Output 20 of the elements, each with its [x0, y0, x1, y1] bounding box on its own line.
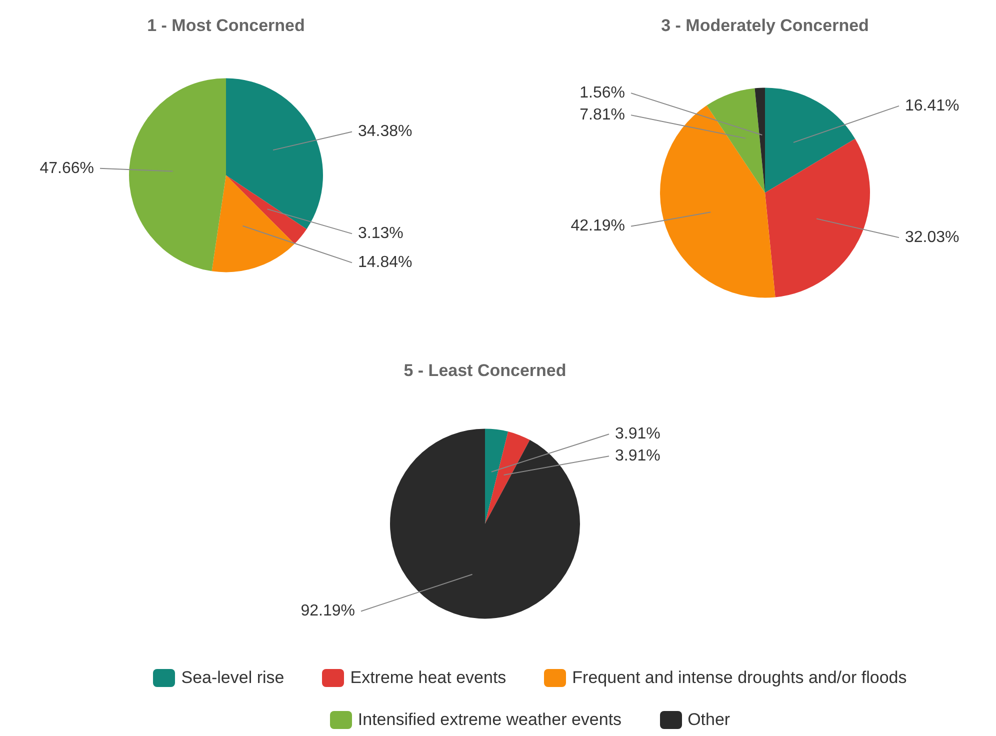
data-label: 7.81% — [580, 106, 625, 124]
data-label: 3.13% — [358, 225, 404, 242]
data-label: 1.56% — [580, 84, 625, 102]
chart-title: 5 - Least Concerned — [404, 360, 566, 380]
data-label: 3.91% — [615, 426, 660, 443]
data-label: 42.19% — [570, 218, 625, 235]
data-label: 34.38% — [358, 123, 412, 140]
chart-title: 3 - Moderately Concerned — [661, 16, 869, 35]
legend-label: Extreme heat events — [350, 668, 506, 688]
legend-label: Sea-level rise — [181, 668, 284, 688]
data-label: 47.66% — [40, 160, 94, 177]
legend-label: Intensified extreme weather events — [358, 710, 622, 730]
legend-label: Other — [688, 710, 730, 730]
legend-label: Frequent and intense droughts and/or floods — [572, 668, 907, 688]
data-label: 16.41% — [905, 97, 960, 114]
chart-title: 1 - Most Concerned — [147, 16, 305, 35]
data-label: 92.19% — [300, 602, 355, 620]
data-label: 14.84% — [358, 254, 412, 272]
data-label: 32.03% — [905, 228, 960, 246]
data-label: 3.91% — [615, 448, 660, 465]
